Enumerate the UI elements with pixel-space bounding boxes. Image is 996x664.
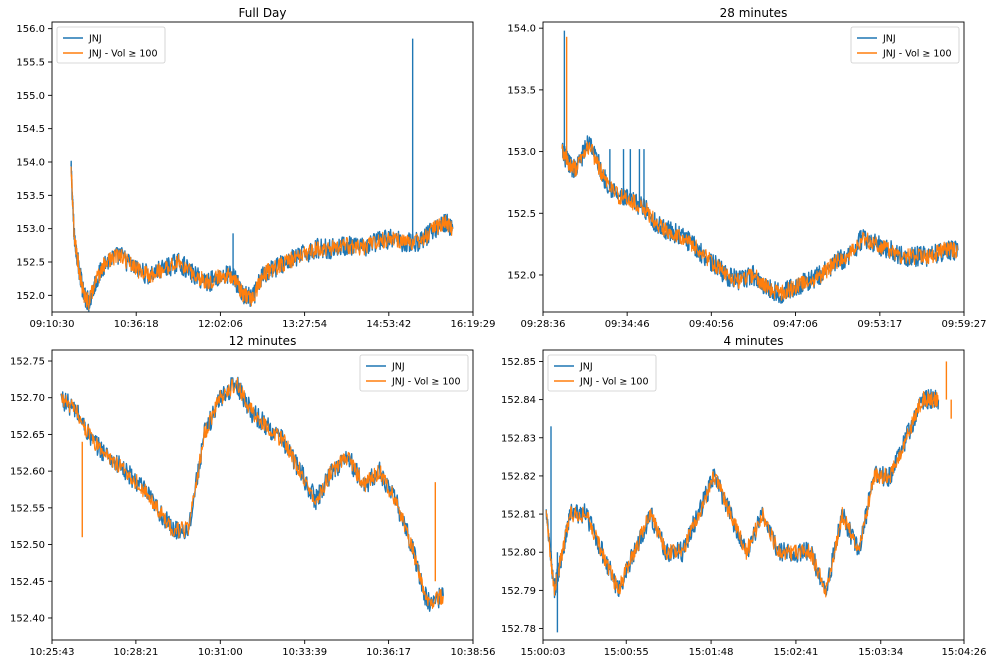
legend: JNJ JNJ - Vol ≥ 100	[547, 354, 657, 392]
legend: JNJ JNJ - Vol ≥ 100	[56, 26, 166, 64]
chart-panel-1: 152.0 152.5 153.0 153.5 154.0 154.5 155.0 155.5…	[16, 6, 495, 330]
x-tick-label: 09:34:46	[605, 319, 650, 330]
y-tick-label: 152.78	[501, 624, 536, 635]
y-tick-label: 152.5	[507, 209, 536, 220]
y-tick-label: 152.75	[10, 357, 45, 368]
axes-frame	[542, 21, 965, 313]
y-tick-label: 152.0	[507, 270, 536, 281]
legend-box	[56, 26, 166, 64]
y-tick-label: 152.60	[10, 467, 45, 478]
y-tick-label: 154.0	[507, 24, 536, 35]
legend-label: JNJ - Vol ≥ 100	[88, 49, 158, 60]
y-tick-label: 152.45	[10, 577, 45, 588]
legend-box	[850, 26, 960, 64]
axes-frame	[51, 21, 474, 313]
x-tick-label: 15:01:48	[689, 647, 734, 658]
y-tick-label: 155.0	[16, 91, 45, 102]
y-tick-label: 152.55	[10, 503, 45, 514]
legend-label: JNJ	[579, 362, 593, 373]
x-tick-label: 16:19:29	[451, 319, 496, 330]
plot-area	[545, 361, 952, 633]
x-tick-label: 10:25:43	[30, 647, 75, 658]
series-line-2	[545, 391, 939, 598]
plot-area	[561, 30, 959, 304]
series-line-1	[545, 388, 940, 599]
chart-title: 28 minutes	[720, 6, 788, 20]
y-tick-label: 156.0	[16, 24, 45, 35]
x-tick-label: 09:53:17	[857, 319, 902, 330]
y-tick-label: 152.0	[16, 291, 45, 302]
x-tick-label: 10:38:56	[451, 647, 496, 658]
x-tick-label: 10:31:00	[198, 647, 243, 658]
y-tick-label: 152.65	[10, 430, 45, 441]
y-tick-label: 152.81	[501, 510, 536, 521]
chart-panel-2: 152.0 152.5 153.0 153.5 154.0 09:28:36 09:34:4…	[507, 6, 986, 330]
x-tick-label: 10:28:21	[113, 647, 158, 658]
x-tick-label: 09:59:27	[942, 319, 987, 330]
x-tick-label: 09:10:30	[30, 319, 75, 330]
y-tick-label: 152.5	[16, 258, 45, 269]
x-tick-label: 13:27:54	[282, 319, 327, 330]
axes-frame	[542, 349, 965, 641]
chart-title: Full Day	[238, 6, 286, 20]
x-tick-label: 10:36:17	[366, 647, 411, 658]
y-tick-label: 152.85	[501, 357, 536, 368]
y-tick-label: 152.83	[501, 433, 536, 444]
legend-label: JNJ - Vol ≥ 100	[882, 49, 952, 60]
x-tick-label: 15:00:55	[604, 647, 649, 658]
y-tick-label: 154.0	[16, 158, 45, 169]
y-tick-label: 152.80	[501, 548, 536, 559]
chart-title: 12 minutes	[229, 334, 297, 348]
plot-area	[60, 376, 444, 612]
x-tick-label: 09:28:36	[521, 319, 566, 330]
y-tick-label: 152.70	[10, 393, 45, 404]
y-tick-label: 152.79	[501, 586, 536, 597]
x-tick-label: 15:04:26	[942, 647, 987, 658]
plot-area	[70, 38, 454, 312]
legend: JNJ JNJ - Vol ≥ 100	[850, 26, 960, 64]
y-tick-label: 153.5	[507, 85, 536, 96]
series-line-2	[70, 166, 454, 311]
y-tick-label: 152.84	[501, 395, 536, 406]
axes-frame	[51, 349, 474, 641]
y-tick-label: 154.5	[16, 124, 45, 135]
legend-label: JNJ	[88, 34, 102, 45]
series-line-2	[561, 141, 959, 301]
y-tick-label: 153.0	[16, 224, 45, 235]
y-tick-label: 152.50	[10, 540, 45, 551]
y-tick-label: 153.5	[16, 191, 45, 202]
chart-panel-4: 152.78 152.79 152.80 152.81 152.82 152.83 152.…	[501, 334, 986, 658]
legend-label: JNJ - Vol ≥ 100	[391, 377, 461, 388]
x-tick-label: 15:00:03	[521, 647, 566, 658]
legend: JNJ JNJ - Vol ≥ 100	[359, 354, 469, 392]
legend-box	[547, 354, 657, 392]
x-tick-label: 09:47:06	[773, 319, 818, 330]
legend-label: JNJ	[391, 362, 405, 373]
y-tick-label: 152.82	[501, 471, 536, 482]
x-tick-label: 12:02:06	[198, 319, 243, 330]
y-tick-label: 152.40	[10, 613, 45, 624]
y-tick-label: 155.5	[16, 58, 45, 69]
x-tick-label: 10:36:18	[114, 319, 159, 330]
legend-label: JNJ	[882, 34, 896, 45]
x-tick-label: 15:03:34	[858, 647, 903, 658]
x-tick-label: 14:53:42	[366, 319, 411, 330]
x-tick-label: 09:40:56	[689, 319, 734, 330]
x-tick-label: 15:02:41	[773, 647, 818, 658]
chart-panel-3: 152.40 152.45 152.50 152.55 152.60 152.65 152.…	[10, 334, 495, 658]
legend-label: JNJ - Vol ≥ 100	[579, 377, 649, 388]
series-line-2	[60, 377, 444, 609]
legend-box	[359, 354, 469, 392]
chart-title: 4 minutes	[723, 334, 783, 348]
x-tick-label: 10:33:39	[282, 647, 327, 658]
y-tick-label: 153.0	[507, 147, 536, 158]
